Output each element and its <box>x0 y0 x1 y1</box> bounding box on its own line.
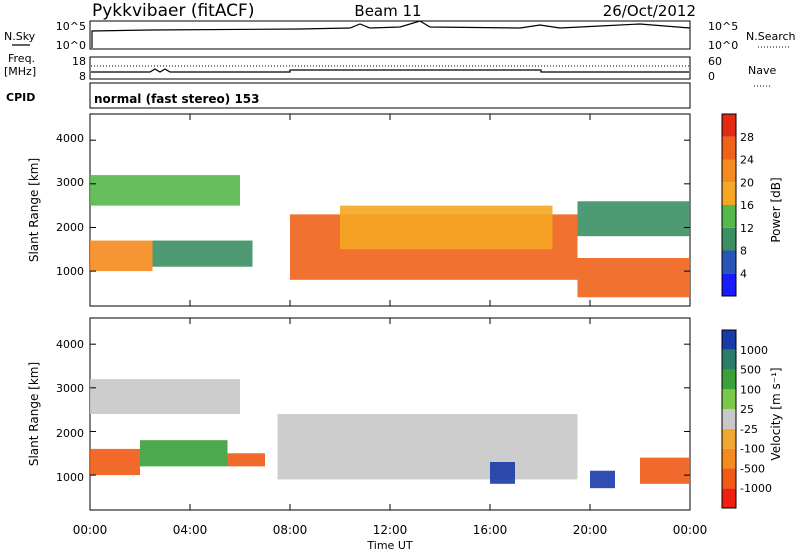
power-y-label: Slant Range [km] <box>27 158 41 262</box>
power-colorbar-segment <box>722 182 736 205</box>
velocity-y-tick-4000: 4000 <box>56 338 84 351</box>
velocity-colorbar-tick: -500 <box>740 462 765 475</box>
velocity-y-label: Slant Range [km] <box>27 362 41 466</box>
velocity-colorbar-segment <box>722 369 736 390</box>
power-colorbar-tick: 12 <box>740 222 754 235</box>
power-region-4 <box>340 205 553 250</box>
velocity-y-tick-1000: 1000 <box>56 471 84 484</box>
nsky-trace <box>91 20 691 48</box>
velocity-colorbar-segment <box>722 389 736 410</box>
power-colorbar-segment <box>722 250 736 274</box>
power-region-0 <box>90 240 153 272</box>
power-colorbar-segment <box>722 205 736 228</box>
x-tick-label: 12:00 <box>373 523 408 537</box>
velocity-colorbar-label: Velocity [m s⁻¹] <box>769 367 783 460</box>
velocity-colorbar: 1000 500 100 25 -25 -100 -500 -1000 <box>721 329 772 509</box>
velocity-heatmap-marks <box>90 343 690 489</box>
velocity-colorbar-segment <box>722 330 736 350</box>
velocity-colorbar-tick: -25 <box>740 423 758 436</box>
velocity-region-1 <box>140 440 228 467</box>
velocity-region-3 <box>90 379 240 414</box>
power-y-tick-2000: 2000 <box>56 221 84 234</box>
velocity-region-4 <box>277 414 578 480</box>
velocity-colorbar-tick: 1000 <box>740 344 768 357</box>
velocity-region-6 <box>590 470 615 489</box>
cpid-mode-text: normal (fast stereo) 153 <box>94 92 260 106</box>
power-colorbar-tick: 16 <box>740 199 754 212</box>
nsky-left-tick-top: 10^5 <box>56 20 86 33</box>
power-region-2 <box>90 175 240 206</box>
velocity-region-2 <box>227 453 265 467</box>
power-colorbar-segment <box>722 273 736 296</box>
power-y-tick-4000: 4000 <box>56 132 84 145</box>
power-colorbar-segment <box>722 136 736 160</box>
velocity-colorbar-segment <box>722 349 736 370</box>
velocity-region-7 <box>640 457 690 484</box>
x-axis-label: Time UT <box>366 539 412 552</box>
velocity-colorbar-tick: 100 <box>740 383 761 396</box>
x-tick-label: 00:00 <box>73 523 108 537</box>
velocity-y-tick-2000: 2000 <box>56 427 84 440</box>
freq-panel-frame <box>89 56 691 80</box>
beam-title: Beam 11 <box>354 2 421 20</box>
freq-left-tick-bottom: 8 <box>79 70 86 83</box>
velocity-colorbar-tick: 25 <box>740 403 754 416</box>
time-axis: 00:00 04:00 08:00 12:00 16:00 20:00 00:00 <box>73 114 708 537</box>
velocity-colorbar-segment <box>722 468 736 489</box>
x-tick-label: 08:00 <box>273 523 308 537</box>
x-tick-label: 00:00 <box>673 523 708 537</box>
power-colorbar-segment <box>722 227 736 251</box>
velocity-region-5 <box>490 462 515 484</box>
power-colorbar-tick: 8 <box>740 245 747 258</box>
velocity-panel: 1000 2000 3000 4000 Slant Range [km] <box>27 317 691 511</box>
velocity-colorbar-tick: -1000 <box>740 482 772 495</box>
velocity-colorbar-tick: -100 <box>740 443 765 456</box>
velocity-region-0 <box>90 448 140 476</box>
power-colorbar-tick: 24 <box>740 154 754 167</box>
power-colorbar-label: Power [dB] <box>769 177 783 242</box>
velocity-colorbar-tick: 500 <box>740 364 761 377</box>
velocity-colorbar-segment <box>722 409 736 429</box>
nsky-panel-frame <box>89 20 691 50</box>
freq-left-label-2: [MHz] <box>4 65 36 78</box>
freq-left-tick-top: 18 <box>72 55 86 68</box>
nave-right-tick-bottom: 0 <box>708 70 715 83</box>
nsky-right-tick-bottom: 10^0 <box>708 39 738 52</box>
x-tick-label: 16:00 <box>473 523 508 537</box>
station-title: Pykkvibaer (fitACF) <box>92 1 254 21</box>
power-region-6 <box>577 201 690 237</box>
cpid-panel-frame <box>89 82 691 109</box>
power-colorbar: 4 8 12 16 20 24 28 <box>721 113 754 297</box>
freq-left-label-1: Freq. <box>8 52 35 65</box>
velocity-y-tick-3000: 3000 <box>56 382 84 395</box>
power-colorbar-frame <box>721 113 737 297</box>
nave-right-tick-top: 60 <box>708 55 722 68</box>
cpid-label: CPID <box>6 91 35 104</box>
power-heatmap-marks <box>90 139 690 298</box>
power-y-tick-1000: 1000 <box>56 265 84 278</box>
nsky-left-label: N.Sky <box>4 30 36 43</box>
power-region-1 <box>152 240 253 267</box>
power-panel: 1000 2000 3000 4000 Slant Range [km] <box>27 113 691 307</box>
nsky-right-tick-top: 10^5 <box>708 20 738 33</box>
date-title: 26/Oct/2012 <box>603 2 696 20</box>
nsearch-right-label: N.Search <box>746 30 796 43</box>
x-tick-label: 20:00 <box>573 523 608 537</box>
power-colorbar-tick: 20 <box>740 176 754 189</box>
nsky-left-tick-bottom: 10^0 <box>56 39 86 52</box>
freq-trace <box>91 68 689 73</box>
x-tick-label: 04:00 <box>173 523 208 537</box>
velocity-colorbar-frame <box>721 329 737 509</box>
nave-right-label: Nave <box>748 64 776 77</box>
velocity-colorbar-segment <box>722 488 736 508</box>
power-region-5 <box>577 258 690 298</box>
power-colorbar-segment <box>722 114 736 137</box>
power-colorbar-tick: 4 <box>740 267 747 280</box>
velocity-colorbar-segment <box>722 428 736 449</box>
velocity-colorbar-segment <box>722 448 736 469</box>
power-colorbar-segment <box>722 159 736 183</box>
power-colorbar-tick: 28 <box>740 131 754 144</box>
power-y-tick-3000: 3000 <box>56 176 84 189</box>
